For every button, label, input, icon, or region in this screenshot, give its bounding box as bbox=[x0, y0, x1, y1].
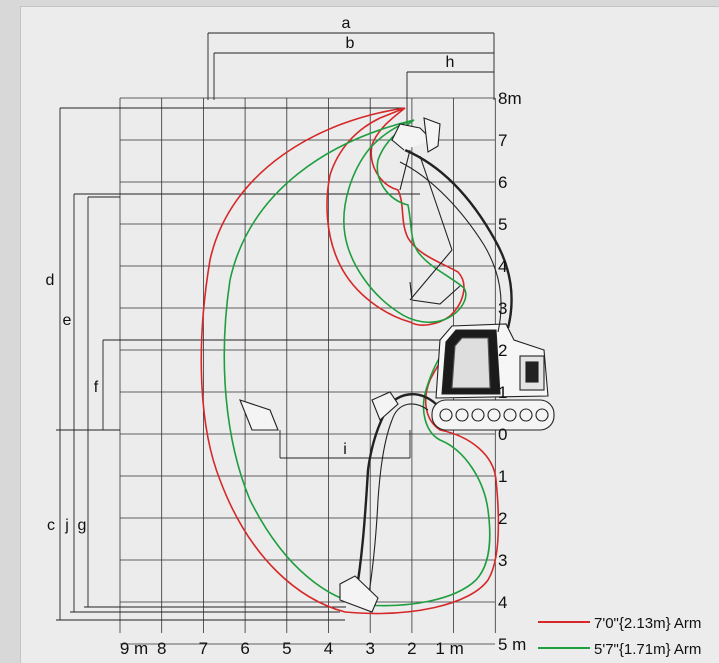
right-axis-tick-label: 7 bbox=[498, 131, 507, 150]
dimension-label-d: d bbox=[46, 272, 55, 289]
right-axis-tick-label: 0 bbox=[498, 425, 507, 444]
legend-label-long-arm: 7'0"{2.13m} Arm bbox=[594, 615, 701, 632]
track-roller bbox=[471, 408, 485, 422]
bottom-axis-ticks: 9 m 8 7 6 5 4 3 2 1 m bbox=[120, 639, 464, 658]
short-arm-envelope bbox=[223, 119, 491, 607]
right-axis-tick-label: 2 bbox=[498, 341, 507, 360]
right-axis-tick-label: 3 bbox=[498, 299, 507, 318]
legend: 7'0"{2.13m} Arm 5'7"{1.71m} Arm bbox=[538, 615, 701, 658]
dimension-label-b: b bbox=[346, 35, 355, 52]
track-roller bbox=[455, 408, 469, 422]
grid bbox=[119, 97, 496, 645]
legend-label-short-arm: 5'7"{1.71m} Arm bbox=[594, 641, 701, 658]
track-roller bbox=[487, 408, 501, 422]
dimension-label-f: f bbox=[94, 379, 99, 396]
right-axis-tick-label: 5 m bbox=[498, 635, 526, 654]
bottom-axis-tick-label: 8 bbox=[157, 639, 166, 658]
bottom-axis-tick-label: 2 bbox=[407, 639, 416, 658]
dimension-label-i: i bbox=[343, 441, 347, 458]
bottom-axis-tick-label: 7 bbox=[199, 639, 208, 658]
dimension-label-e: e bbox=[63, 312, 72, 329]
right-axis-tick-label: 1 bbox=[498, 467, 507, 486]
right-axis-tick-label: 4 bbox=[498, 593, 507, 612]
track-roller bbox=[439, 408, 453, 422]
right-axis-tick-label: 2 bbox=[498, 509, 507, 528]
right-axis-tick-label: 8m bbox=[498, 89, 522, 108]
long-arm-envelope bbox=[200, 107, 500, 615]
dimension-label-h: h bbox=[446, 54, 455, 71]
bottom-axis-tick-label: 1 m bbox=[435, 639, 463, 658]
track-roller bbox=[519, 408, 533, 422]
right-axis-tick-label: 4 bbox=[498, 257, 507, 276]
dimension-label-g: g bbox=[78, 517, 87, 534]
dimension-lines bbox=[56, 32, 495, 621]
bottom-axis-tick-label: 4 bbox=[324, 639, 333, 658]
bottom-axis-tick-label: 6 bbox=[240, 639, 249, 658]
track-roller bbox=[503, 408, 517, 422]
dimension-label-j: j bbox=[64, 517, 69, 534]
bottom-axis-tick-label: 3 bbox=[365, 639, 374, 658]
right-axis-tick-label: 3 bbox=[498, 551, 507, 570]
dimension-label-a: a bbox=[342, 15, 351, 32]
right-axis-tick-label: 1 bbox=[498, 383, 507, 402]
excavator-icon bbox=[239, 117, 555, 613]
bottom-axis-tick-label: 5 bbox=[282, 639, 291, 658]
right-axis-tick-label: 6 bbox=[498, 173, 507, 192]
bottom-axis-tick-label: 9 m bbox=[120, 639, 148, 658]
dimension-label-c: c bbox=[47, 517, 55, 534]
right-axis-tick-label: 5 bbox=[498, 215, 507, 234]
track-roller bbox=[535, 408, 549, 422]
right-axis-ticks: 8m 7 6 5 4 3 2 1 0 1 2 3 4 5 m bbox=[498, 89, 526, 654]
